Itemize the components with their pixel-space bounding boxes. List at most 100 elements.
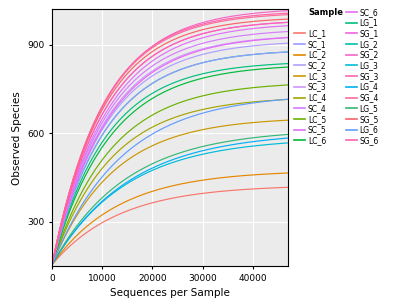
LC_4 bbox=[110, 155, 115, 159]
Line: LG_1: LG_1 bbox=[52, 64, 288, 265]
LC_3 bbox=[91, 190, 96, 193]
SC_2 bbox=[227, 47, 232, 51]
LG_1 bbox=[189, 75, 194, 79]
SC_6 bbox=[50, 263, 54, 267]
LG_5 bbox=[50, 263, 54, 267]
LC_6 bbox=[227, 71, 232, 75]
SG_6 bbox=[207, 21, 212, 24]
LG_3 bbox=[50, 263, 54, 267]
LC_3 bbox=[227, 123, 232, 127]
LG_5 bbox=[189, 148, 194, 151]
SC_1 bbox=[286, 50, 290, 54]
SG_6 bbox=[286, 11, 290, 15]
SG_3 bbox=[156, 50, 161, 54]
LG_6 bbox=[110, 163, 115, 167]
SG_5 bbox=[156, 46, 161, 49]
SC_4 bbox=[189, 45, 194, 49]
SC_3 bbox=[189, 50, 194, 54]
SG_5 bbox=[91, 125, 96, 128]
SC_2 bbox=[110, 112, 115, 116]
LC_5 bbox=[50, 263, 54, 267]
Legend: Sample, , LC_1, SC_1, LC_2, SC_2, LC_3, SC_3, LC_4, SC_4, LC_5, SC_5, LC_6, SC_6: Sample, , LC_1, SC_1, LC_2, SC_2, LC_3, … bbox=[294, 8, 379, 145]
LG_2 bbox=[189, 64, 194, 68]
SC_5 bbox=[91, 133, 96, 137]
SG_2 bbox=[156, 40, 161, 44]
SG_2 bbox=[207, 19, 212, 23]
SG_3 bbox=[227, 26, 232, 30]
Line: LG_6: LG_6 bbox=[52, 99, 288, 265]
SG_4 bbox=[110, 88, 115, 91]
LC_1 bbox=[189, 193, 194, 197]
SC_2 bbox=[207, 51, 212, 54]
Line: SG_2: SG_2 bbox=[52, 11, 288, 265]
LG_6 bbox=[91, 186, 96, 189]
LC_4 bbox=[91, 177, 96, 181]
SG_3 bbox=[189, 35, 194, 39]
SG_3 bbox=[207, 30, 212, 34]
SC_5 bbox=[207, 34, 212, 38]
Line: SG_5: SG_5 bbox=[52, 19, 288, 265]
LG_6 bbox=[50, 263, 54, 267]
SG_4 bbox=[156, 42, 161, 45]
SC_1 bbox=[91, 147, 96, 151]
LC_6 bbox=[286, 65, 290, 69]
SC_5 bbox=[110, 100, 115, 104]
LC_5 bbox=[189, 97, 194, 101]
LG_3 bbox=[91, 208, 96, 212]
LC_6 bbox=[50, 263, 54, 267]
LG_5 bbox=[286, 132, 290, 136]
SG_2 bbox=[110, 88, 115, 91]
SG_5 bbox=[286, 17, 290, 21]
LG_3 bbox=[110, 192, 115, 196]
LC_1 bbox=[207, 191, 212, 194]
LC_5 bbox=[227, 89, 232, 92]
SC_5 bbox=[286, 24, 290, 28]
Line: LC_5: LC_5 bbox=[52, 85, 288, 265]
LG_5 bbox=[156, 159, 161, 163]
SC_3 bbox=[91, 140, 96, 143]
LG_4 bbox=[156, 163, 161, 167]
LC_3 bbox=[207, 126, 212, 130]
SG_6 bbox=[110, 87, 115, 90]
SG_4 bbox=[189, 27, 194, 31]
Line: LC_2: LC_2 bbox=[52, 173, 288, 265]
LC_1 bbox=[50, 263, 54, 267]
LG_2 bbox=[227, 56, 232, 59]
LC_2 bbox=[156, 188, 161, 191]
LG_4 bbox=[189, 152, 194, 155]
LG_5 bbox=[110, 187, 115, 190]
LG_1 bbox=[227, 67, 232, 71]
SC_2 bbox=[286, 41, 290, 45]
SG_1 bbox=[286, 21, 290, 24]
SC_4 bbox=[50, 263, 54, 267]
SC_4 bbox=[110, 104, 115, 108]
SG_6 bbox=[189, 26, 194, 29]
LG_4 bbox=[110, 191, 115, 194]
Line: SC_6: SC_6 bbox=[52, 38, 288, 265]
LG_1 bbox=[110, 126, 115, 130]
SG_2 bbox=[91, 122, 96, 126]
SC_4 bbox=[207, 40, 212, 43]
LC_6 bbox=[110, 131, 115, 135]
SG_2 bbox=[227, 15, 232, 18]
LG_5 bbox=[207, 143, 212, 147]
SC_2 bbox=[189, 56, 194, 60]
LG_3 bbox=[156, 166, 161, 170]
SG_4 bbox=[207, 22, 212, 26]
Line: SG_3: SG_3 bbox=[52, 22, 288, 265]
LC_2 bbox=[207, 177, 212, 181]
SG_1 bbox=[91, 129, 96, 132]
SC_1 bbox=[227, 56, 232, 59]
Line: LC_1: LC_1 bbox=[52, 187, 288, 265]
LC_2 bbox=[50, 263, 54, 267]
SC_6 bbox=[110, 110, 115, 114]
SC_1 bbox=[156, 78, 161, 81]
LG_2 bbox=[50, 263, 54, 267]
SG_4 bbox=[50, 263, 54, 267]
SC_6 bbox=[91, 141, 96, 145]
LC_1 bbox=[156, 199, 161, 203]
SC_2 bbox=[50, 263, 54, 267]
SC_6 bbox=[207, 46, 212, 50]
SG_3 bbox=[50, 263, 54, 267]
LG_2 bbox=[207, 59, 212, 63]
